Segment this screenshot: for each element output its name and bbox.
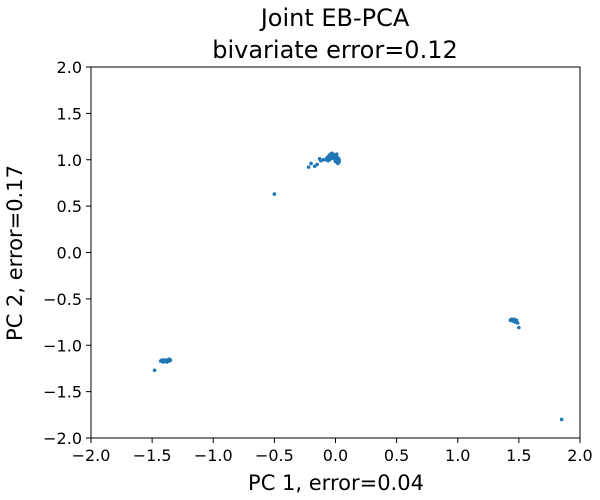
y-tick-label: −1.5 — [43, 383, 82, 402]
x-tick-label: 2.0 — [567, 446, 592, 465]
x-tick-label: −2.0 — [72, 446, 111, 465]
y-tick-label: 1.5 — [57, 104, 82, 123]
data-point — [152, 368, 157, 373]
y-tick-label: 1.0 — [57, 151, 82, 170]
y-tick-label: 2.0 — [57, 58, 82, 77]
x-axis-ticks: −2.0 −1.5 −1.0 −0.5 0.0 0.5 1.0 1.5 2.0 — [72, 438, 593, 465]
y-tick-label: 0.0 — [57, 244, 82, 263]
y-axis-label: PC 2, error=0.17 — [3, 165, 27, 341]
data-point — [317, 157, 322, 161]
y-tick-label: −1.0 — [43, 336, 82, 355]
data-point — [330, 156, 334, 160]
data-point — [158, 359, 163, 363]
data-point — [312, 164, 317, 169]
data-point — [336, 161, 340, 166]
y-tick-label: 0.5 — [57, 197, 82, 216]
x-tick-label: 1.5 — [506, 446, 531, 465]
y-axis-ticks: −2.0 −1.5 −1.0 −0.5 0.0 0.5 1.0 1.5 2.0 — [43, 58, 91, 448]
x-tick-label: −1.5 — [133, 446, 172, 465]
data-point — [315, 162, 319, 167]
x-tick-label: −0.5 — [255, 446, 294, 465]
y-tick-label: −0.5 — [43, 290, 82, 309]
data-point — [167, 357, 172, 361]
data-points — [152, 151, 564, 422]
data-point — [559, 417, 564, 422]
x-axis-label: PC 1, error=0.04 — [248, 471, 424, 495]
chart-subtitle: bivariate error=0.12 — [212, 36, 458, 64]
data-point — [306, 165, 311, 169]
data-point — [309, 161, 313, 166]
data-point — [162, 358, 167, 362]
data-point — [333, 159, 338, 164]
x-tick-label: 1.0 — [445, 446, 470, 465]
data-point — [334, 152, 339, 156]
x-tick-label: 0.0 — [323, 446, 348, 465]
chart-title: Joint EB-PCA — [259, 4, 410, 32]
data-point — [272, 192, 277, 196]
plot-area-frame — [90, 66, 581, 439]
data-point — [515, 321, 520, 325]
data-point — [517, 325, 521, 330]
x-tick-label: −1.0 — [194, 446, 233, 465]
data-point — [164, 360, 169, 364]
x-tick-label: 0.5 — [384, 446, 409, 465]
y-tick-label: −2.0 — [43, 429, 82, 448]
